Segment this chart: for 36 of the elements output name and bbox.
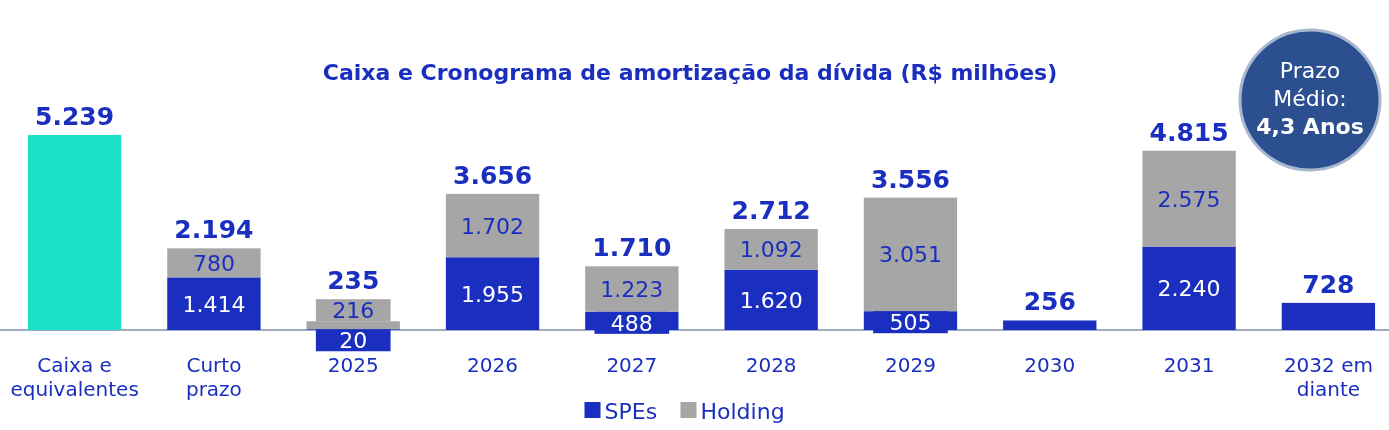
x-tick-label: 2027	[606, 353, 658, 377]
data-label: 1.702	[461, 213, 525, 239]
x-tick-label: 2026	[467, 353, 518, 377]
total-label: 256	[1023, 287, 1076, 317]
total-label: 728	[1302, 269, 1355, 299]
data-label: 780	[192, 250, 235, 276]
data-label: 2.575	[1157, 186, 1221, 212]
data-label: 20	[339, 328, 368, 354]
x-tick-label: Curto prazo	[185, 353, 242, 401]
data-label: 1.414	[182, 291, 246, 317]
chart-title: Caixa e Cronograma de amortização da dívida (R$ milhões)	[322, 60, 1058, 85]
data-label: 216	[332, 298, 375, 324]
total-label: 4.815	[1149, 117, 1229, 147]
x-tick-label: 2029	[885, 353, 936, 377]
total-label: 2.712	[731, 196, 811, 226]
total-label: 3.556	[870, 164, 951, 194]
legend-label: SPEs	[604, 399, 658, 424]
data-label: 2.240	[1157, 276, 1221, 302]
x-tick-label: 2031	[1163, 353, 1215, 377]
data-label: 1.955	[461, 281, 525, 307]
total-label: 1.710	[592, 233, 672, 263]
data-label: 3.051	[878, 242, 942, 268]
x-tick-label: 2025	[327, 353, 379, 377]
x-tick-label: Caixa e equivalentes	[10, 353, 139, 401]
data-label: 1.620	[739, 287, 803, 313]
x-tick-label: 2032 em diante	[1283, 353, 1373, 401]
legend-label: Holding	[700, 399, 785, 424]
data-label: 1.092	[739, 237, 803, 263]
total-label: 3.656	[452, 160, 533, 190]
total-label: 5.239	[35, 102, 115, 131]
x-tick-label: 2030	[1024, 353, 1076, 377]
total-label: 2.194	[174, 215, 254, 245]
data-label: 1.223	[600, 277, 664, 303]
annotation: Prazo Médio: 4,3 Anos	[1256, 58, 1364, 139]
x-tick-label: 2028	[745, 353, 797, 377]
total-label: 235	[327, 266, 380, 296]
